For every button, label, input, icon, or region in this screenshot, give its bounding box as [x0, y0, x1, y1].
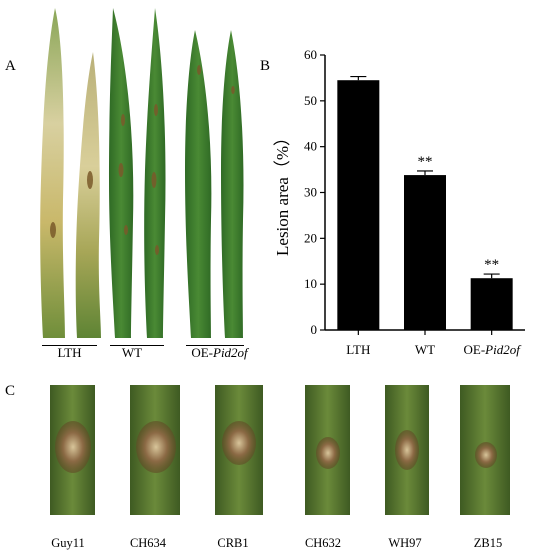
- panel-letter-b: B: [260, 58, 271, 74]
- leaf-lth-2: [75, 52, 101, 338]
- leaf-oe-2: [221, 30, 244, 338]
- x-tick-label-3: OE-Pid2of: [463, 342, 522, 357]
- panel-letter-a: A: [5, 58, 16, 74]
- y-tick-label: 10: [304, 276, 317, 291]
- panel-letter-c: C: [5, 383, 16, 399]
- stem-zb15: [460, 385, 510, 515]
- stem-photo: [50, 385, 510, 515]
- stem-ch634: [130, 385, 180, 515]
- y-tick-label: 20: [304, 230, 317, 245]
- x-tick-label-1: LTH: [346, 342, 370, 357]
- stem-label-wh97: WH97: [388, 536, 422, 550]
- bar-3: [470, 278, 513, 330]
- leaf-photo: [40, 8, 244, 338]
- y-tick-label: 0: [311, 322, 318, 337]
- leaf-group-label-oe: OE-Pid2of: [191, 345, 248, 360]
- significance-3: **: [484, 257, 499, 273]
- leaf-group-label-lth: LTH: [57, 345, 82, 360]
- y-axis-title: Lesion area（%）: [273, 129, 292, 256]
- lesion-bar-chart: 0 10 20 30 40 50 60 Lesion area（%） LTH ** WT ** OE-P…: [273, 47, 525, 357]
- y-tick-label: 40: [304, 139, 317, 154]
- bar-1: [337, 80, 380, 330]
- stem-wh97: [385, 385, 429, 515]
- group-line-lth: [42, 345, 97, 346]
- leaf-group-label-wt: WT: [121, 345, 143, 360]
- y-tick-label: 60: [304, 47, 317, 62]
- bar-2: [404, 175, 446, 330]
- significance-2: **: [418, 154, 433, 170]
- y-tick-label: 30: [304, 185, 317, 200]
- stem-guy11: [50, 385, 95, 515]
- stem-label-ch634: CH634: [129, 536, 167, 550]
- x-tick-label-2: WT: [415, 342, 435, 357]
- leaf-lth-1: [40, 8, 65, 338]
- group-line-wt: [110, 345, 164, 346]
- group-line-oe: [186, 345, 244, 346]
- stem-crb1: [215, 385, 263, 515]
- y-tick-label: 50: [304, 93, 317, 108]
- stem-label-guy11: Guy11: [51, 536, 85, 550]
- leaf-oe-1: [185, 30, 212, 338]
- stem-label-ch632: CH632: [304, 536, 342, 550]
- stem-label-crb1: CRB1: [217, 536, 249, 550]
- stem-ch632: [305, 385, 350, 515]
- stem-label-zb15: ZB15: [473, 536, 503, 550]
